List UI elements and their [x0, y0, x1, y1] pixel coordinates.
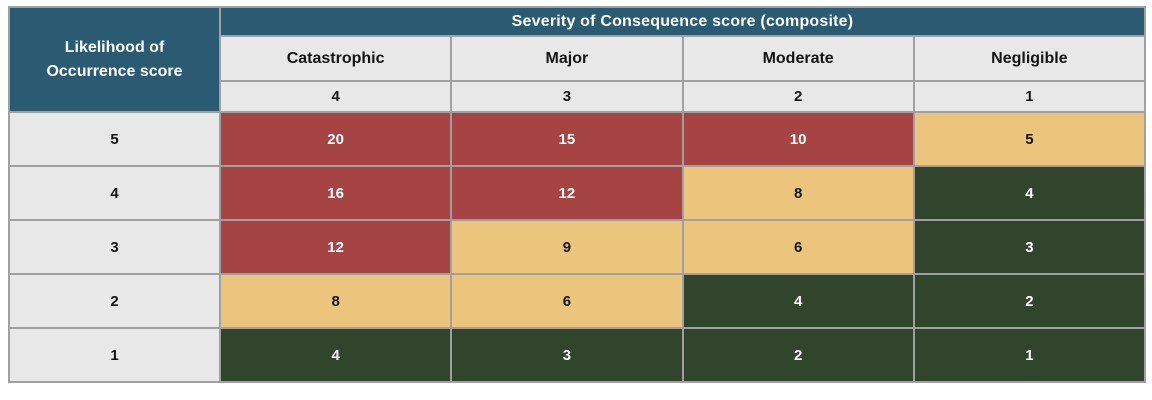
column-header-negligible: Negligible	[912, 35, 1147, 82]
severity-score-row: 4 3 2 1	[9, 80, 1147, 113]
risk-cell: 1	[912, 327, 1147, 383]
likelihood-value: 4	[8, 165, 221, 221]
risk-cell: 8	[681, 165, 915, 221]
column-header-major: Major	[450, 35, 684, 82]
risk-cell: 12	[218, 219, 453, 275]
risk-cell: 5	[912, 111, 1147, 167]
table-row-likelihood-5: 5 20 15 10 5	[8, 111, 1147, 167]
severity-axis-label: Severity of Consequence score (composite…	[511, 12, 854, 30]
column-score-negligible: 1	[912, 80, 1147, 113]
likelihood-value: 2	[8, 273, 221, 329]
risk-cell: 4	[681, 273, 915, 329]
table-row-likelihood-3: 3 12 9 6 3	[8, 219, 1147, 275]
likelihood-axis-label: Likelihood of Occurrence score	[46, 39, 183, 80]
column-score-major: 3	[450, 80, 684, 113]
risk-cell: 6	[681, 219, 915, 275]
severity-header-row: Likelihood of Occurrence score Severity …	[8, 6, 1146, 113]
risk-cell: 6	[450, 273, 684, 329]
risk-cell: 9	[450, 219, 684, 275]
risk-matrix-table: Likelihood of Occurrence score Severity …	[8, 6, 1147, 383]
column-score-catastrophic: 4	[218, 80, 453, 113]
severity-category-row: Catastrophic Major Moderate Negligible	[9, 35, 1147, 82]
risk-cell: 15	[450, 111, 684, 167]
risk-cell: 8	[218, 273, 453, 329]
risk-cell: 4	[912, 165, 1147, 221]
likelihood-value: 1	[8, 327, 221, 383]
risk-cell: 2	[681, 327, 915, 383]
table-row-likelihood-4: 4 16 12 8 4	[8, 165, 1147, 221]
risk-cell: 20	[218, 111, 453, 167]
column-header-moderate: Moderate	[681, 35, 915, 82]
likelihood-value: 3	[8, 219, 221, 275]
risk-cell: 12	[450, 165, 684, 221]
risk-cell: 2	[912, 273, 1147, 329]
likelihood-value: 5	[8, 111, 221, 167]
risk-cell: 3	[450, 327, 684, 383]
risk-cell: 10	[681, 111, 915, 167]
risk-cell: 3	[912, 219, 1147, 275]
likelihood-axis-cell: Likelihood of Occurrence score	[8, 6, 221, 113]
column-score-moderate: 2	[681, 80, 915, 113]
risk-cell: 16	[218, 165, 453, 221]
column-header-catastrophic: Catastrophic	[218, 35, 453, 82]
severity-axis-cell: Severity of Consequence score (composite…	[219, 6, 1146, 37]
table-row-likelihood-2: 2 8 6 4 2	[8, 273, 1147, 329]
table-row-likelihood-1: 1 4 3 2 1	[8, 327, 1147, 383]
risk-cell: 4	[218, 327, 453, 383]
